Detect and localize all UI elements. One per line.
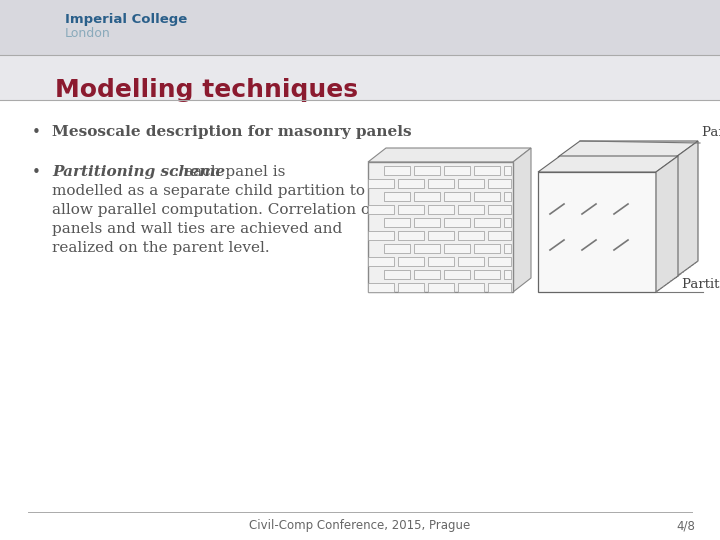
Bar: [414, 244, 440, 253]
Text: modelled as a separate child partition to: modelled as a separate child partition t…: [52, 184, 365, 198]
Polygon shape: [513, 148, 531, 292]
Bar: [474, 270, 500, 279]
Text: London: London: [65, 27, 111, 40]
Bar: [384, 192, 410, 201]
Bar: [504, 270, 511, 279]
Bar: [368, 205, 394, 214]
Polygon shape: [558, 141, 698, 157]
Bar: [504, 166, 511, 175]
Text: •: •: [32, 125, 41, 140]
Bar: [504, 192, 511, 201]
Bar: [368, 231, 394, 240]
Bar: [368, 257, 394, 266]
Text: Partition 2: Partition 2: [702, 126, 720, 139]
Bar: [384, 244, 410, 253]
Bar: [398, 283, 424, 292]
Text: Civil-Comp Conference, 2015, Prague: Civil-Comp Conference, 2015, Prague: [249, 519, 471, 532]
Bar: [414, 218, 440, 227]
Text: Imperial College: Imperial College: [65, 13, 187, 26]
Bar: [504, 218, 511, 227]
Text: : each panel is: : each panel is: [174, 165, 285, 179]
Bar: [444, 192, 470, 201]
Bar: [488, 283, 511, 292]
Bar: [458, 179, 484, 188]
Bar: [458, 283, 484, 292]
Bar: [414, 192, 440, 201]
Bar: [384, 270, 410, 279]
Bar: [368, 179, 394, 188]
Bar: [428, 205, 454, 214]
Bar: [488, 179, 511, 188]
Bar: [414, 270, 440, 279]
Bar: [0, 0, 720, 55]
Bar: [444, 270, 470, 279]
Text: panels and wall ties are achieved and: panels and wall ties are achieved and: [52, 222, 342, 236]
Bar: [398, 231, 424, 240]
Bar: [428, 257, 454, 266]
Text: 4/8: 4/8: [676, 519, 695, 532]
Bar: [538, 172, 656, 292]
Bar: [428, 283, 454, 292]
Bar: [384, 218, 410, 227]
Bar: [398, 205, 424, 214]
Text: •: •: [32, 165, 41, 180]
Bar: [474, 166, 500, 175]
Bar: [414, 166, 440, 175]
Polygon shape: [368, 148, 531, 162]
Bar: [398, 257, 424, 266]
Bar: [504, 244, 511, 253]
Bar: [444, 218, 470, 227]
Bar: [384, 166, 410, 175]
Bar: [488, 205, 511, 214]
Bar: [368, 162, 513, 292]
Bar: [444, 244, 470, 253]
Bar: [458, 231, 484, 240]
Bar: [474, 192, 500, 201]
Text: Partitioning scheme: Partitioning scheme: [52, 165, 225, 179]
Bar: [444, 166, 470, 175]
Text: allow parallel computation. Correlation of: allow parallel computation. Correlation …: [52, 203, 376, 217]
Bar: [0, 100, 720, 540]
Bar: [398, 179, 424, 188]
Bar: [474, 218, 500, 227]
Text: realized on the parent level.: realized on the parent level.: [52, 241, 269, 255]
Text: Partition 1: Partition 1: [682, 278, 720, 291]
Bar: [488, 231, 511, 240]
Bar: [428, 179, 454, 188]
Polygon shape: [538, 156, 678, 172]
Bar: [368, 283, 394, 292]
Bar: [458, 205, 484, 214]
Bar: [458, 257, 484, 266]
Bar: [474, 244, 500, 253]
Bar: [428, 231, 454, 240]
Text: Modelling techniques: Modelling techniques: [55, 78, 358, 102]
Bar: [558, 157, 676, 277]
Bar: [488, 257, 511, 266]
Polygon shape: [676, 141, 698, 277]
Text: Mesoscale description for masonry panels: Mesoscale description for masonry panels: [52, 125, 412, 139]
Polygon shape: [656, 156, 678, 292]
